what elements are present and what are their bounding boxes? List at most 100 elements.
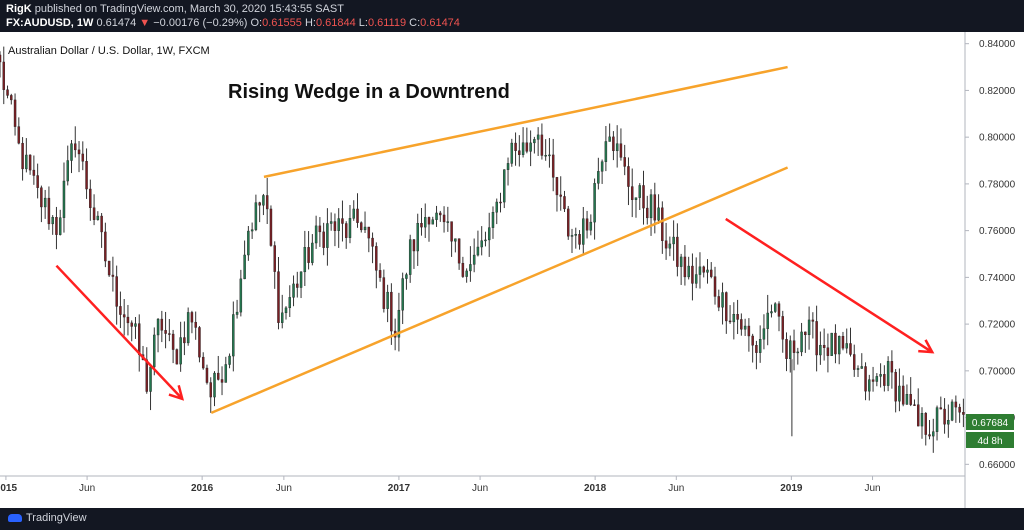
candle-body bbox=[544, 155, 547, 157]
cloud-icon bbox=[8, 514, 22, 523]
candle-body bbox=[555, 177, 559, 196]
candle-body bbox=[864, 366, 867, 392]
price-badge-value: 0.67684 bbox=[972, 418, 1009, 429]
candle-body bbox=[920, 413, 924, 427]
candle-body bbox=[589, 221, 593, 231]
candle-body bbox=[943, 408, 946, 425]
candle-body bbox=[518, 150, 521, 155]
candle-body bbox=[886, 361, 890, 386]
candle-body bbox=[89, 188, 92, 208]
candle-body bbox=[883, 374, 886, 386]
price-tick-label: 0.84000 bbox=[979, 39, 1016, 50]
candle-body bbox=[175, 349, 179, 365]
candle-body bbox=[17, 126, 21, 144]
candle-body bbox=[529, 142, 532, 152]
candle-body bbox=[62, 180, 66, 218]
candle-body bbox=[58, 217, 62, 235]
candle-body bbox=[13, 99, 17, 127]
candle-body bbox=[717, 296, 721, 308]
high-label: H: bbox=[304, 17, 316, 29]
candle-body bbox=[691, 265, 694, 284]
candle-series bbox=[0, 46, 965, 453]
candle-body bbox=[822, 344, 826, 348]
candle-body bbox=[348, 218, 352, 238]
tradingview-logo[interactable]: TradingView bbox=[8, 512, 87, 524]
candle-body bbox=[307, 247, 310, 263]
candle-body bbox=[390, 291, 393, 332]
arrow-head-icon bbox=[918, 339, 935, 354]
candle-body bbox=[277, 271, 280, 323]
candle-body bbox=[228, 355, 231, 365]
candle-body bbox=[431, 219, 435, 225]
candle-body bbox=[495, 201, 498, 213]
candle-body bbox=[130, 322, 133, 327]
candle-body bbox=[548, 154, 551, 157]
symbol-label[interactable]: FX:AUDUSD, 1W bbox=[6, 17, 94, 29]
candle-body bbox=[85, 161, 88, 190]
candle-body bbox=[461, 262, 465, 277]
time-axis[interactable] bbox=[0, 476, 965, 508]
candle-body bbox=[525, 142, 529, 152]
ohlc-legend: FX:AUDUSD, 1W 0.61474 ▼ −0.00176 (−0.29%… bbox=[6, 17, 460, 29]
candle-body bbox=[371, 237, 374, 247]
candle-body bbox=[100, 215, 103, 233]
candle-body bbox=[435, 212, 438, 220]
candle-body bbox=[634, 197, 638, 200]
candle-body bbox=[43, 197, 47, 208]
candle-body bbox=[796, 351, 800, 354]
candle-body bbox=[55, 217, 58, 235]
candle-body bbox=[446, 221, 450, 223]
candle-body bbox=[153, 334, 156, 368]
price-chart[interactable]: Australian Dollar / U.S. Dollar, 1W, FXC… bbox=[0, 32, 1024, 508]
candle-body bbox=[412, 239, 416, 252]
time-tick-label: Jun bbox=[79, 483, 95, 494]
candle-body bbox=[296, 283, 299, 288]
candle-body bbox=[2, 61, 5, 90]
high-value: 0.61844 bbox=[315, 17, 356, 29]
candle-body bbox=[457, 238, 461, 264]
candle-body bbox=[736, 314, 739, 320]
candle-body bbox=[32, 169, 36, 176]
candle-body bbox=[747, 325, 751, 337]
candle-body bbox=[521, 142, 525, 155]
candle-body bbox=[773, 303, 777, 312]
candle-body bbox=[250, 229, 254, 232]
candle-body bbox=[597, 171, 600, 184]
candle-body bbox=[40, 187, 43, 208]
candle-body bbox=[860, 366, 864, 369]
candle-body bbox=[6, 89, 9, 96]
candle-body bbox=[213, 372, 216, 398]
candle-body bbox=[51, 217, 54, 225]
candle-body bbox=[841, 336, 845, 349]
candle-body bbox=[138, 323, 141, 355]
candle-body bbox=[506, 163, 510, 170]
candle-body bbox=[710, 269, 713, 277]
candle-body bbox=[762, 328, 766, 340]
time-tick-label: 2019 bbox=[780, 483, 803, 494]
candle-body bbox=[646, 207, 649, 219]
candle-body bbox=[898, 385, 901, 402]
candle-body bbox=[119, 306, 122, 315]
candle-body bbox=[514, 142, 517, 151]
plot-area[interactable] bbox=[0, 32, 965, 476]
candle-body bbox=[341, 218, 344, 224]
candle-body bbox=[480, 240, 483, 248]
candle-body bbox=[826, 347, 830, 356]
time-tick-label: 2018 bbox=[584, 483, 607, 494]
candle-body bbox=[450, 221, 453, 242]
candle-body bbox=[484, 239, 487, 242]
candle-body bbox=[890, 361, 894, 373]
candle-body bbox=[363, 226, 367, 231]
candle-body bbox=[574, 234, 578, 236]
candle-body bbox=[164, 330, 167, 334]
candle-body bbox=[299, 271, 303, 288]
low-value: 0.61119 bbox=[367, 17, 407, 29]
candle-body bbox=[668, 243, 672, 249]
publish-text: published on TradingView.com, March 30, … bbox=[31, 3, 344, 15]
author-name[interactable]: RigK bbox=[6, 3, 32, 15]
candle-body bbox=[958, 406, 961, 413]
candle-body bbox=[792, 340, 796, 353]
candle-body bbox=[785, 339, 788, 359]
candle-body bbox=[777, 303, 781, 317]
